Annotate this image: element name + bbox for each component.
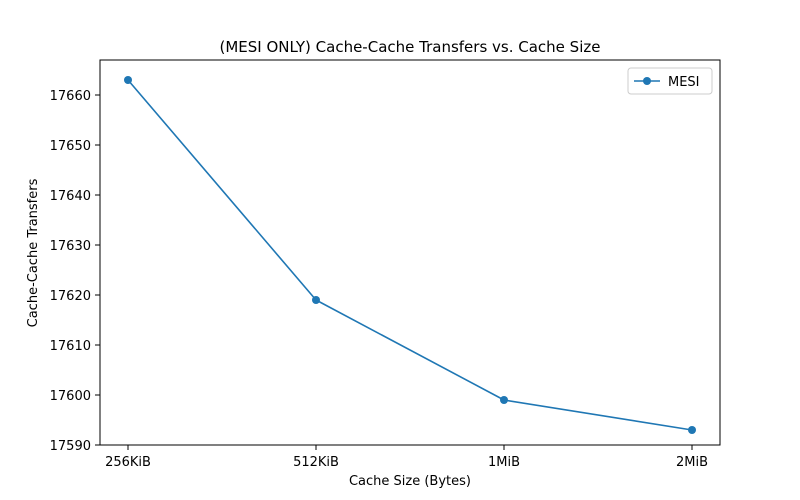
data-point bbox=[500, 396, 508, 404]
chart-title: (MESI ONLY) Cache-Cache Transfers vs. Ca… bbox=[220, 38, 601, 56]
x-tick-label: 2MiB bbox=[676, 455, 708, 470]
data-point bbox=[688, 426, 696, 434]
x-tick-label: 512KiB bbox=[293, 455, 339, 470]
y-tick-label: 17590 bbox=[50, 439, 91, 454]
y-tick-label: 17650 bbox=[50, 139, 91, 154]
y-tick-label: 17630 bbox=[50, 239, 91, 254]
series-line-mesi bbox=[127, 79, 693, 431]
y-axis-label: Cache-Cache Transfers bbox=[26, 178, 41, 327]
legend-label: MESI bbox=[668, 75, 700, 90]
y-tick-label: 17640 bbox=[50, 189, 91, 204]
legend-box bbox=[627, 67, 713, 95]
x-tick-label: 256KiB bbox=[105, 455, 151, 470]
axes-frame bbox=[99, 59, 721, 446]
y-tick-label: 17600 bbox=[50, 389, 91, 404]
y-tick-label: 17660 bbox=[50, 89, 91, 104]
plot-area: 256KiB 512KiB 1MiB 2MiB 17590 17600 17610 17620… bbox=[50, 59, 721, 470]
y-tick-label: 17610 bbox=[50, 339, 91, 354]
legend-marker bbox=[643, 77, 651, 85]
y-tick-label: 17620 bbox=[50, 289, 91, 304]
x-axis-label: Cache Size (Bytes) bbox=[349, 474, 471, 489]
x-tick-label: 1MiB bbox=[488, 455, 520, 470]
data-point bbox=[124, 76, 132, 84]
data-point bbox=[312, 296, 320, 304]
